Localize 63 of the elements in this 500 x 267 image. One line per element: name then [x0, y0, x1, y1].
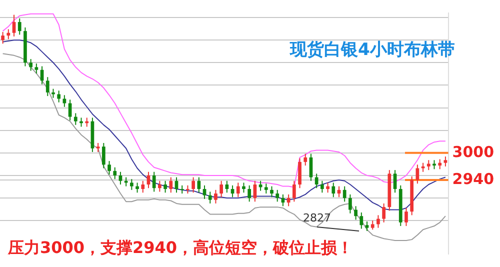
candlestick [108, 160, 111, 176]
annotation: 压力3000，支撑2940，高位短空，破位止损！ [8, 238, 354, 259]
candlestick [1, 31, 4, 44]
text: 现货白银4小时布林带 [290, 39, 455, 61]
candlestick [141, 180, 145, 194]
candlestick [360, 212, 364, 230]
candlestick [270, 186, 274, 198]
candlestick [292, 180, 296, 202]
candlestick [62, 94, 66, 108]
candlestick [113, 166, 117, 180]
candlestick [236, 182, 240, 198]
candlestick [18, 18, 22, 36]
candlestick [6, 28, 10, 40]
candlestick [57, 90, 61, 103]
candlestick [118, 171, 122, 185]
candlestick [12, 14, 16, 37]
candlestick [248, 184, 252, 202]
candlestick [208, 191, 212, 204]
candlestick [432, 160, 436, 170]
candlestick [438, 158, 442, 170]
candlestick [421, 162, 425, 172]
candlestick [29, 58, 32, 72]
candlestick [426, 160, 430, 171]
candlestick [136, 182, 139, 194]
candlestick [276, 189, 280, 202]
candlestick [365, 221, 369, 232]
candlestick [164, 180, 167, 194]
candlestick [376, 214, 380, 228]
candlestick [225, 180, 229, 194]
candlestick [220, 180, 224, 198]
y-tick-label: 2940 [452, 170, 494, 188]
annotation: 2827 [303, 211, 332, 224]
candlestick [158, 180, 162, 192]
candlestick [102, 142, 106, 169]
y-tick-label: 3000 [452, 142, 494, 161]
candlestick [197, 176, 201, 194]
candlestick [304, 153, 308, 166]
candlestick [46, 76, 50, 97]
candlestick [348, 194, 352, 214]
candlestick [152, 171, 156, 192]
candlestick [242, 182, 246, 194]
candlestick [404, 207, 408, 227]
candlestick [444, 156, 448, 167]
candlestick [264, 183, 268, 194]
candlestick [393, 170, 397, 194]
candlestick [298, 158, 302, 189]
candlestick [342, 186, 346, 202]
candlestick [34, 63, 38, 74]
candlestick [96, 142, 100, 153]
candlestick [314, 173, 318, 189]
candlestick [74, 112, 78, 126]
candlestick [130, 178, 134, 190]
candlestick [320, 180, 324, 194]
candlestick [309, 153, 313, 182]
candlestick [169, 176, 173, 194]
candlestick [332, 182, 336, 198]
candlestick [202, 184, 206, 200]
candlestick [382, 202, 386, 223]
candlestick [192, 176, 195, 194]
candlestick [354, 206, 358, 220]
candlestick [370, 220, 374, 230]
candlestick [326, 182, 330, 194]
candlestick [214, 189, 218, 204]
